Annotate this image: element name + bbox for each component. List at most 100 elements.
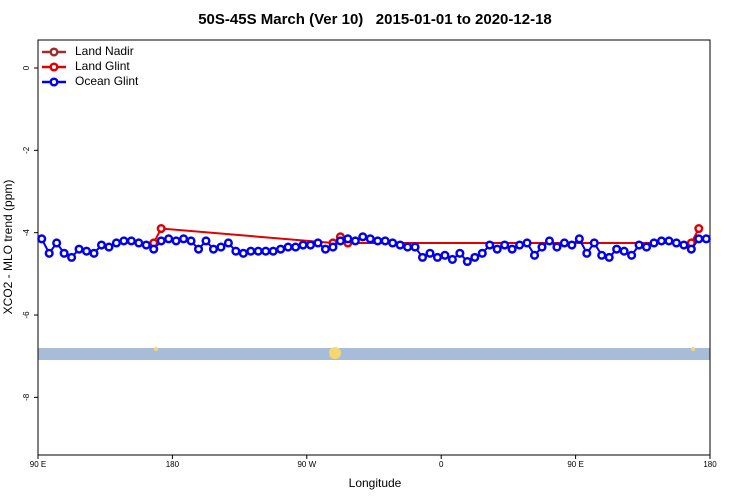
data-point xyxy=(462,256,472,267)
data-point xyxy=(335,236,345,246)
data-point xyxy=(701,234,711,244)
data-point xyxy=(529,250,540,260)
x-tick-label: 90 W xyxy=(297,460,316,469)
data-point xyxy=(425,248,435,258)
x-tick-label: 180 xyxy=(166,460,180,469)
data-point xyxy=(604,252,614,262)
data-point xyxy=(104,242,114,252)
data-point xyxy=(44,248,54,258)
band-marker xyxy=(329,347,341,359)
data-point xyxy=(589,238,599,248)
data-point xyxy=(485,240,495,250)
data-point xyxy=(216,242,226,252)
data-point xyxy=(164,234,174,244)
y-tick-label: -4 xyxy=(22,229,31,237)
data-point xyxy=(395,240,405,250)
data-point xyxy=(313,238,323,248)
legend-label: Land Nadir xyxy=(75,44,134,58)
y-axis-label: XCO2 - MLO trend (ppm) xyxy=(1,180,15,315)
data-point xyxy=(298,240,308,250)
data-point xyxy=(59,248,69,258)
series-line xyxy=(152,227,700,245)
data-point xyxy=(380,236,390,246)
data-point xyxy=(343,234,353,244)
data-point xyxy=(96,240,107,250)
data-point xyxy=(627,250,637,260)
data-point xyxy=(156,236,166,246)
data-point xyxy=(201,236,211,246)
data-point xyxy=(134,238,144,248)
data-point xyxy=(193,244,204,254)
data-point xyxy=(320,244,331,254)
plot-frame xyxy=(37,39,711,456)
data-point xyxy=(656,236,667,246)
legend-swatch xyxy=(49,47,59,57)
data-point xyxy=(694,224,704,234)
data-point xyxy=(597,250,607,260)
data-point xyxy=(89,248,99,258)
data-point xyxy=(403,242,413,252)
data-point xyxy=(238,248,248,258)
data-point xyxy=(373,236,383,246)
data-point xyxy=(417,252,428,262)
band-marker xyxy=(691,347,695,351)
data-point xyxy=(149,244,159,254)
data-point xyxy=(171,236,181,246)
x-tick-label: 180 xyxy=(703,460,717,469)
data-point xyxy=(156,224,166,234)
data-point xyxy=(74,244,84,254)
surface-band xyxy=(38,348,710,360)
data-point xyxy=(246,246,256,256)
y-tick-label: -2 xyxy=(22,146,31,154)
data-point xyxy=(388,238,398,248)
data-point xyxy=(231,246,241,256)
data-point xyxy=(208,244,219,254)
data-point xyxy=(223,238,233,248)
data-point xyxy=(268,246,278,256)
data-point xyxy=(358,232,368,242)
data-point xyxy=(179,234,189,244)
data-point xyxy=(126,236,136,246)
y-tick-label: -8 xyxy=(22,393,31,401)
data-point xyxy=(649,238,659,248)
legend-label: Ocean Glint xyxy=(75,74,139,88)
data-point xyxy=(552,242,562,252)
legend-swatch xyxy=(49,62,59,72)
data-point xyxy=(440,250,450,260)
data-point xyxy=(410,242,420,252)
legend-swatch xyxy=(49,77,59,87)
x-tick-label: 90 E xyxy=(30,460,46,469)
data-point xyxy=(544,236,555,246)
data-point xyxy=(141,240,151,250)
data-point xyxy=(634,240,644,250)
data-point xyxy=(574,234,584,244)
data-point xyxy=(522,238,532,248)
data-point xyxy=(507,244,517,254)
x-tick-label: 90 E xyxy=(567,460,583,469)
x-axis-label: Longitude xyxy=(349,476,402,490)
chart-title: 50S-45S March (Ver 10) 2015-01-01 to 202… xyxy=(198,11,552,28)
data-point xyxy=(455,248,465,258)
data-point xyxy=(81,246,92,256)
data-point xyxy=(186,236,196,246)
data-point xyxy=(679,240,689,250)
data-point xyxy=(261,246,271,256)
data-point xyxy=(119,236,129,246)
data-point xyxy=(492,244,502,254)
y-tick-label: 0 xyxy=(22,65,31,70)
data-point xyxy=(686,244,696,254)
data-point xyxy=(567,240,577,250)
data-point xyxy=(537,242,547,252)
data-point xyxy=(447,254,457,264)
data-point xyxy=(52,238,62,248)
data-point xyxy=(671,238,681,248)
data-point xyxy=(283,242,293,252)
data-point xyxy=(500,240,510,250)
data-point xyxy=(515,240,525,250)
data-point xyxy=(477,248,487,258)
data-point xyxy=(470,252,480,262)
data-point xyxy=(612,244,622,254)
data-point xyxy=(694,234,704,244)
data-point xyxy=(111,238,121,248)
data-point xyxy=(365,234,375,244)
